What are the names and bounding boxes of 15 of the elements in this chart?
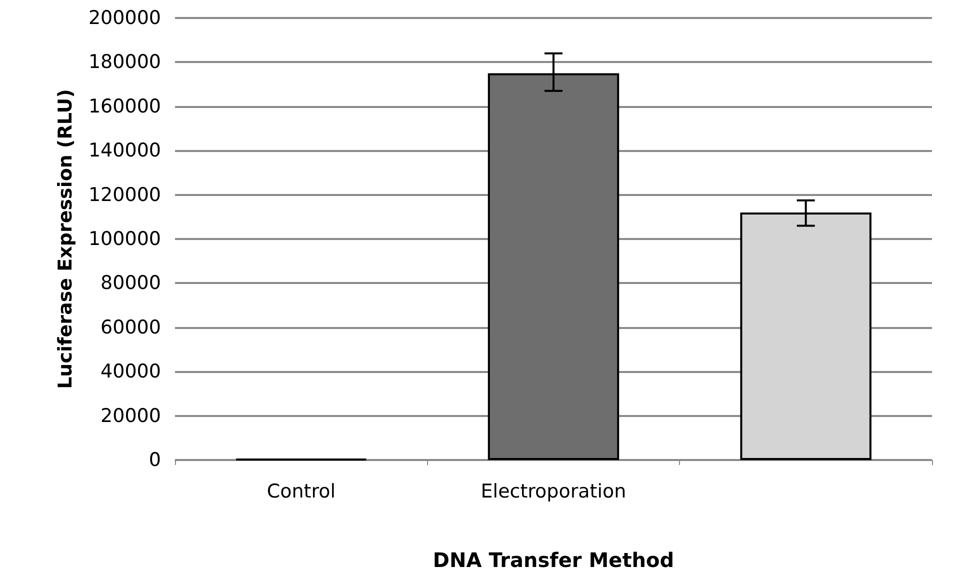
y-tick-label: 180000 <box>88 51 161 74</box>
x-tick-label: Electroporation <box>480 480 626 502</box>
y-tick-label: 80000 <box>100 272 161 294</box>
y-tick-label: 140000 <box>88 140 161 162</box>
y-tick-label: 100000 <box>88 228 161 250</box>
y-tick-label: 60000 <box>100 316 161 338</box>
y-tick-label: 20000 <box>100 404 161 427</box>
y-tick-label: 120000 <box>88 184 161 206</box>
x-tick-label: Control <box>266 480 336 502</box>
y-tick-label: 0 <box>148 449 161 471</box>
y-axis-title: Luciferase Expression (RLU) <box>54 89 76 389</box>
y-tick-label: 160000 <box>88 95 161 118</box>
y-tick-label: 200000 <box>88 7 161 29</box>
y-tick-label: 40000 <box>100 360 161 383</box>
x-axis-title: DNA Transfer Method <box>432 548 674 572</box>
